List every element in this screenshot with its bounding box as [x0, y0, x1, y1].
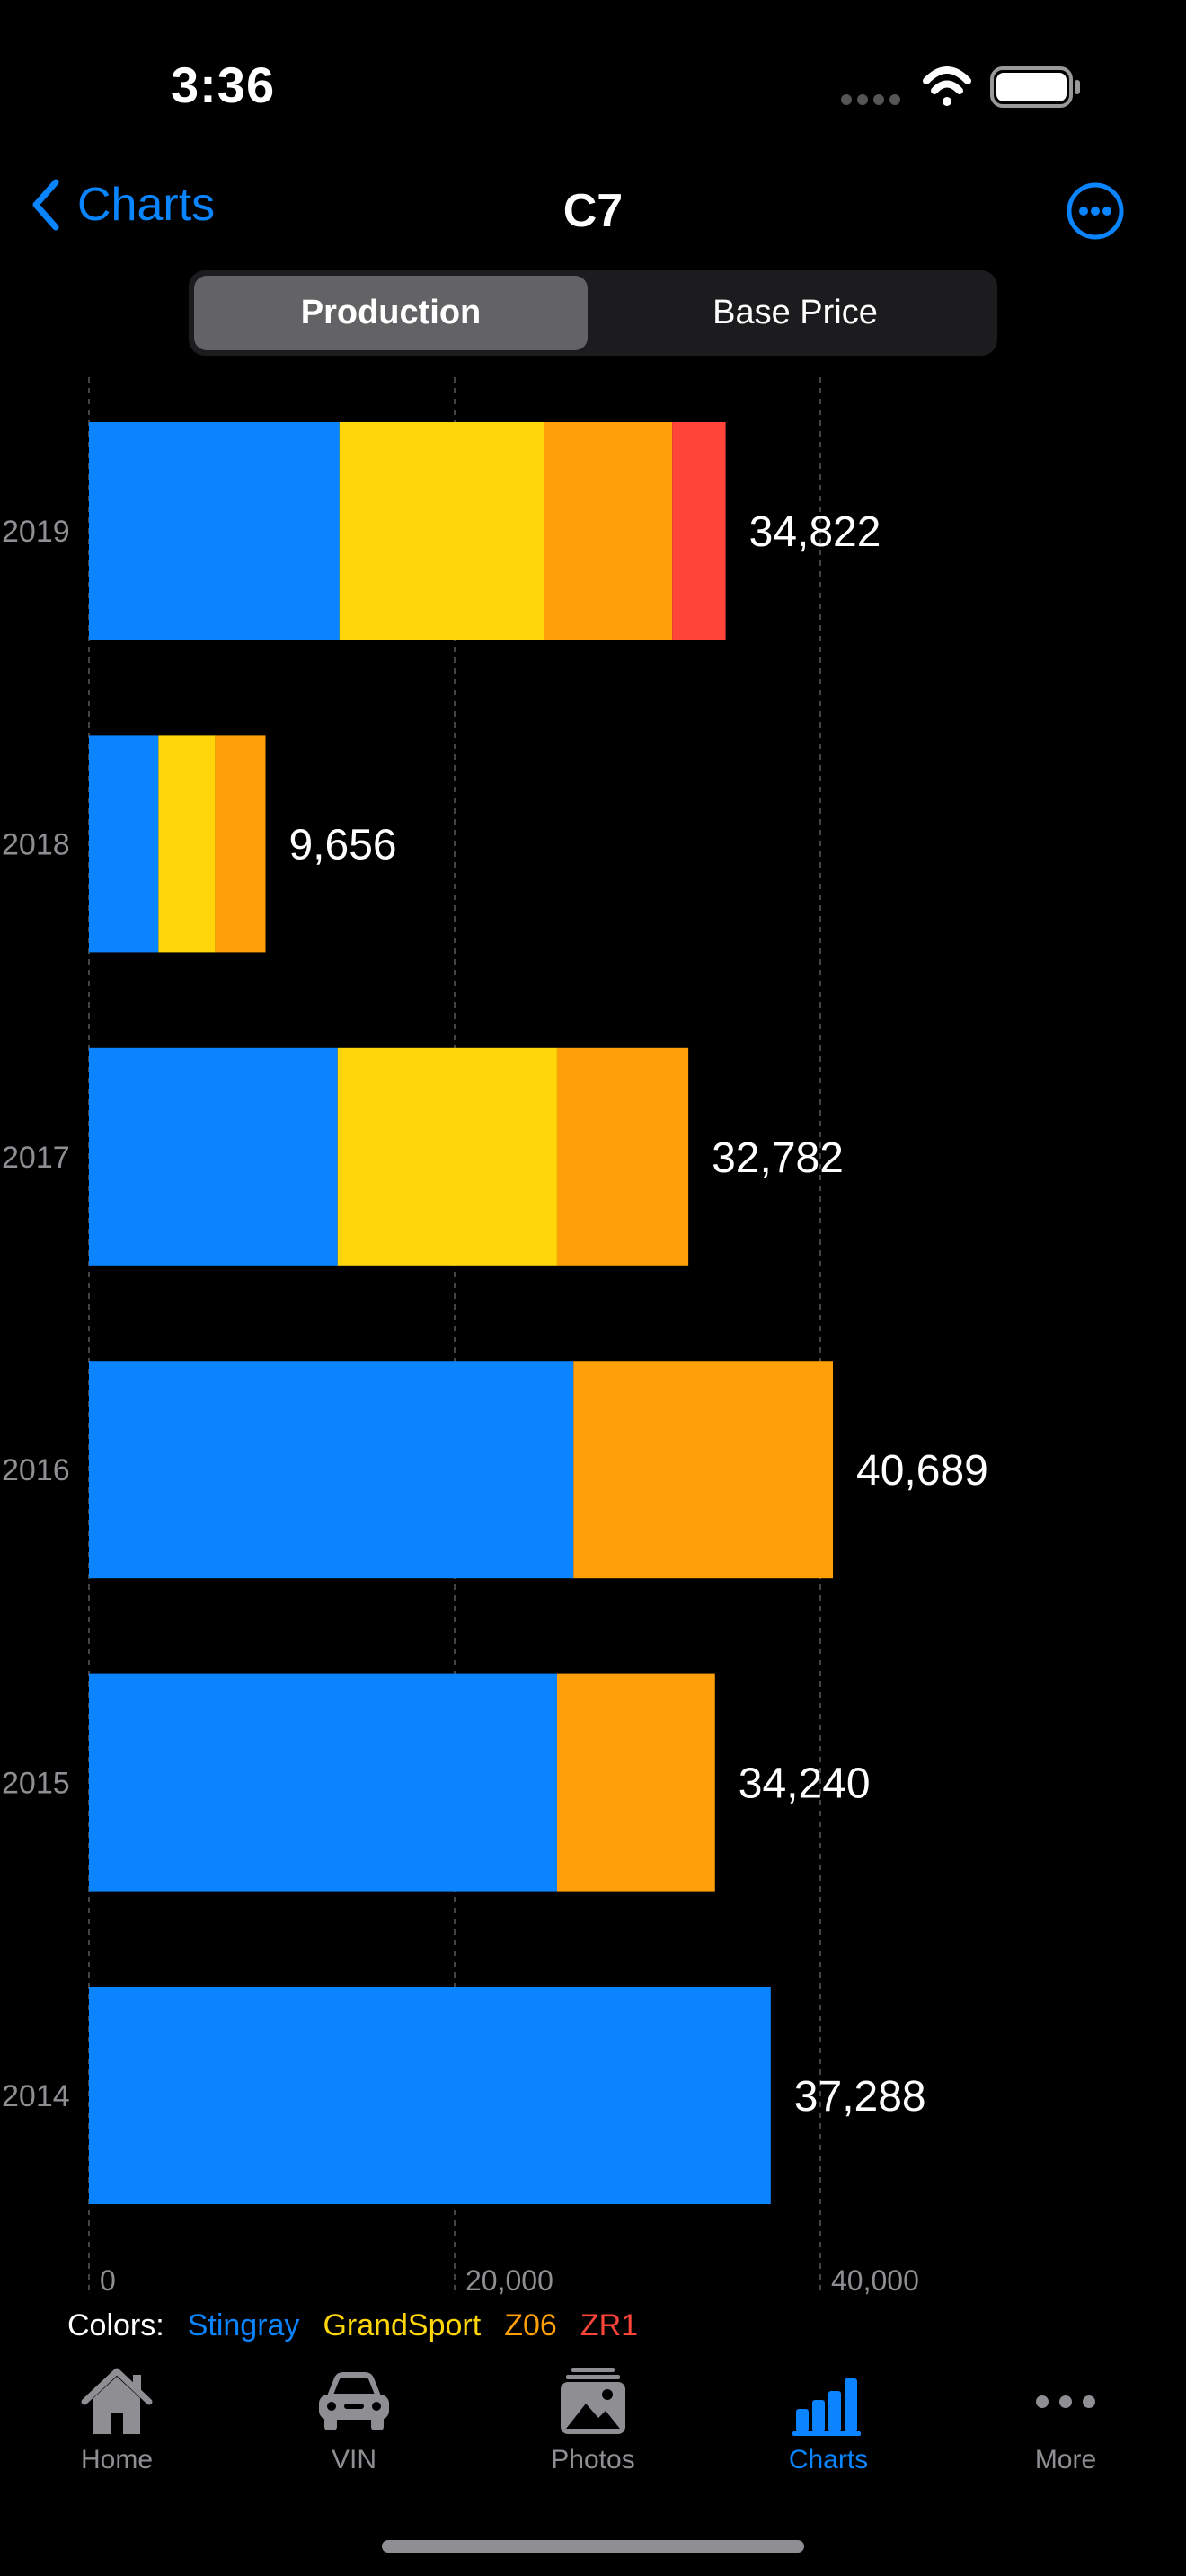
chart-bar-icon [792, 2378, 861, 2436]
page-title: C7 [562, 185, 624, 237]
tab-more[interactable]: More [976, 2362, 1155, 2488]
bar-segment-z06 [215, 735, 266, 953]
tab-home[interactable]: Home [27, 2362, 207, 2488]
bar-segment-stingray [89, 735, 159, 953]
chart-legend: Colors: Stingray GrandSport Z06 ZR1 [67, 2308, 638, 2343]
bar-segment-zr1 [672, 422, 726, 640]
segment-production[interactable]: Production [194, 276, 588, 350]
home-indicator [382, 2540, 804, 2553]
status-icons [841, 66, 1080, 108]
tab-home-label: Home [80, 2445, 154, 2475]
bar-total-label: 37,288 [794, 2073, 926, 2121]
bar-segment-grandsport [337, 1047, 557, 1266]
tab-photos-label: Photos [551, 2445, 635, 2475]
tab-bar: Home VIN Photos Charts [0, 2362, 1186, 2506]
bar-total-label: 34,822 [749, 508, 881, 556]
bar-segment-stingray [89, 1987, 771, 2204]
tab-charts-label: Charts [788, 2445, 869, 2475]
wifi-icon [923, 66, 971, 106]
legend-item-grandsport: GrandSport [323, 2308, 482, 2342]
bar-segment-z06 [544, 422, 673, 640]
y-tick-label: 2019 [2, 515, 70, 549]
bar-segment-stingray [89, 1361, 574, 1579]
tab-vin[interactable]: VIN [264, 2362, 444, 2488]
bar-segment-stingray [89, 422, 340, 640]
bar-segment-stingray [89, 1047, 338, 1266]
legend-prefix: Colors: [67, 2308, 164, 2342]
bar-total-label: 9,656 [288, 821, 396, 869]
legend-item-stingray: Stingray [187, 2308, 300, 2342]
status-time: 3:36 [171, 57, 276, 113]
production-chart: 0 20,000 40,000 2019 34,822 2018 9,656 2017 32,7… [2, 377, 988, 2297]
ellipsis-circle-icon [1067, 182, 1124, 240]
legend-item-zr1: ZR1 [580, 2308, 639, 2342]
chevron-left-icon [32, 179, 59, 231]
y-tick-label: 2016 [2, 1453, 70, 1487]
bar-segment-grandsport [158, 735, 216, 953]
tab-charts[interactable]: Charts [739, 2362, 918, 2488]
battery-icon [990, 66, 1080, 108]
bar-segment-z06 [556, 1047, 689, 1266]
y-tick-label: 2015 [2, 1767, 70, 1801]
segmented-control: Production Base Price [189, 270, 997, 356]
tab-vin-label: VIN [331, 2445, 376, 2475]
tab-photos[interactable]: Photos [503, 2362, 683, 2488]
bar-total-label: 40,689 [856, 1447, 988, 1495]
house-icon [81, 2368, 153, 2434]
x-tick-label: 20,000 [465, 2264, 553, 2297]
y-tick-label: 2014 [2, 2079, 70, 2113]
cellular-signal-icon [841, 94, 900, 105]
bar-total-label: 32,782 [712, 1134, 844, 1182]
tab-more-label: More [1034, 2445, 1097, 2475]
legend-item-z06: Z06 [504, 2308, 557, 2342]
bar-segment-stingray [89, 1673, 557, 1892]
back-button[interactable]: Charts [31, 178, 215, 232]
bar-segment-z06 [573, 1361, 834, 1579]
photos-icon [561, 2368, 625, 2434]
x-tick-label: 0 [100, 2264, 116, 2297]
segment-base-price[interactable]: Base Price [712, 294, 878, 331]
y-tick-label: 2017 [2, 1141, 70, 1175]
back-button-label: Charts [77, 179, 216, 231]
ellipsis-icon [1036, 2395, 1095, 2408]
y-tick-label: 2018 [2, 827, 70, 861]
x-tick-label: 40,000 [831, 2264, 919, 2297]
bar-total-label: 34,240 [739, 1760, 871, 1808]
more-options-button[interactable] [1066, 181, 1125, 241]
car-icon [319, 2372, 389, 2430]
bar-segment-z06 [556, 1673, 715, 1892]
bar-segment-grandsport [339, 422, 544, 640]
